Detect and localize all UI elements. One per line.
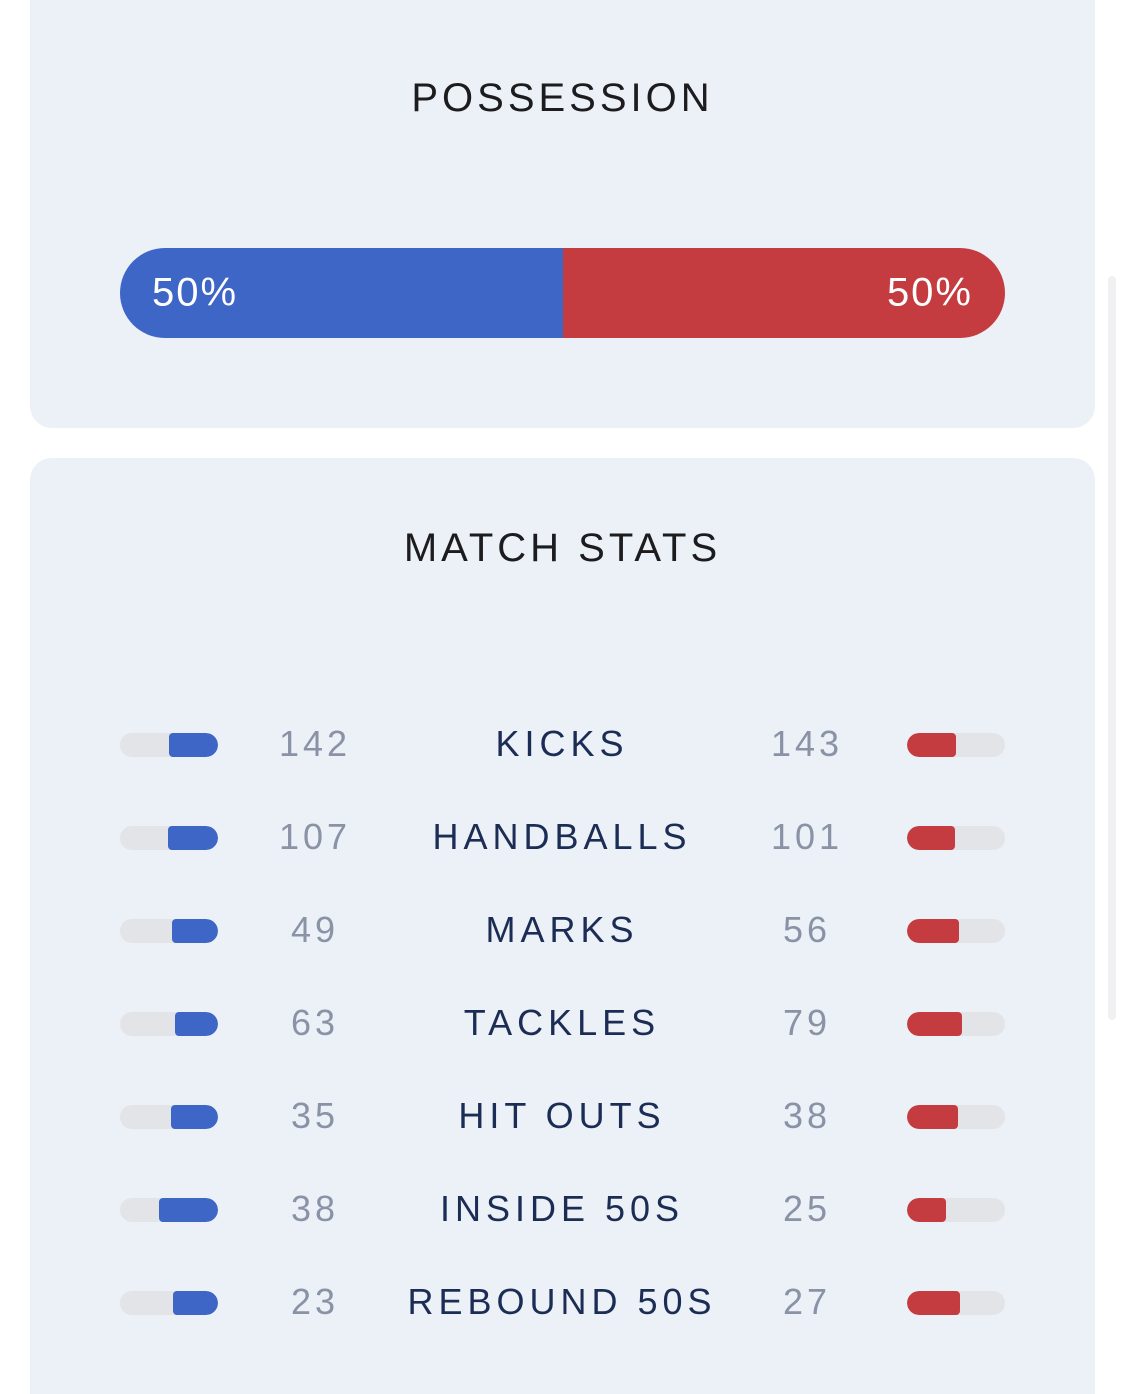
away-stat-bar-fill [907,1198,946,1222]
home-stat-bar-fill [173,1291,218,1315]
stat-row: 107 HANDBALLS 101 [30,808,1095,868]
home-stat-bar [120,1105,218,1129]
away-stat-bar-fill [907,1105,958,1129]
away-stat-value: 79 [782,1002,832,1043]
stat-label: REBOUND 50S [407,1281,717,1322]
home-stat-value: 35 [290,1095,340,1136]
home-stat-bar [120,1012,218,1036]
stat-label: KICKS [495,723,629,764]
away-stat-value: 38 [782,1095,832,1136]
home-stat-value: 63 [290,1002,340,1043]
match-stats-card: MATCH STATS 142 KICKS 143 107 HANDBALLS 101 49… [30,458,1095,1394]
scrollbar[interactable] [1108,276,1116,1020]
home-stat-bar [120,1198,218,1222]
home-stat-bar-fill [169,733,218,757]
away-stat-value: 25 [782,1188,832,1229]
stat-row: 23 REBOUND 50S 27 [30,1273,1095,1333]
home-stat-bar-fill [171,1105,218,1129]
away-stat-bar-fill [907,919,959,943]
home-stat-value: 23 [290,1281,340,1322]
away-stat-bar [907,826,1005,850]
possession-away-segment: 50% [562,248,1005,338]
away-stat-value: 143 [770,723,844,764]
home-stat-value: 49 [290,909,340,950]
away-stat-bar [907,1105,1005,1129]
possession-away-label: 50% [886,270,973,315]
home-stat-bar [120,826,218,850]
away-stat-value: 27 [782,1281,832,1322]
possession-bar: 50% 50% [120,248,1005,338]
stat-row: 38 INSIDE 50S 25 [30,1180,1095,1240]
away-stat-bar [907,1198,1005,1222]
possession-home-label: 50% [152,270,239,315]
stat-label: MARKS [485,909,639,950]
away-stat-bar-fill [907,733,956,757]
stat-label: INSIDE 50S [439,1188,685,1229]
stat-label: HIT OUTS [458,1095,666,1136]
away-stat-bar [907,1012,1005,1036]
away-stat-bar-fill [907,1291,960,1315]
home-stat-bar-fill [172,919,218,943]
home-stat-bar [120,733,218,757]
home-stat-bar-fill [175,1012,218,1036]
home-stat-bar-fill [168,826,218,850]
away-stat-bar-fill [907,1012,962,1036]
stat-row: 142 KICKS 143 [30,715,1095,775]
away-stat-bar [907,733,1005,757]
away-stat-bar [907,919,1005,943]
stat-row: 49 MARKS 56 [30,901,1095,961]
home-stat-value: 142 [278,723,352,764]
away-stat-value: 56 [782,909,832,950]
home-stat-bar [120,919,218,943]
stat-label: HANDBALLS [432,816,692,857]
away-stat-bar [907,1291,1005,1315]
stat-row: 63 TACKLES 79 [30,994,1095,1054]
home-stat-bar [120,1291,218,1315]
stat-row: 35 HIT OUTS 38 [30,1087,1095,1147]
home-stat-bar-fill [159,1198,218,1222]
possession-title: POSSESSION [411,76,714,120]
possession-card: POSSESSION 50% 50% [30,0,1095,428]
away-stat-bar-fill [907,826,955,850]
stat-label: TACKLES [463,1002,661,1043]
possession-home-segment: 50% [120,248,563,338]
home-stat-value: 38 [290,1188,340,1229]
away-stat-value: 101 [770,816,844,857]
match-stats-title: MATCH STATS [403,526,722,570]
home-stat-value: 107 [278,816,352,857]
